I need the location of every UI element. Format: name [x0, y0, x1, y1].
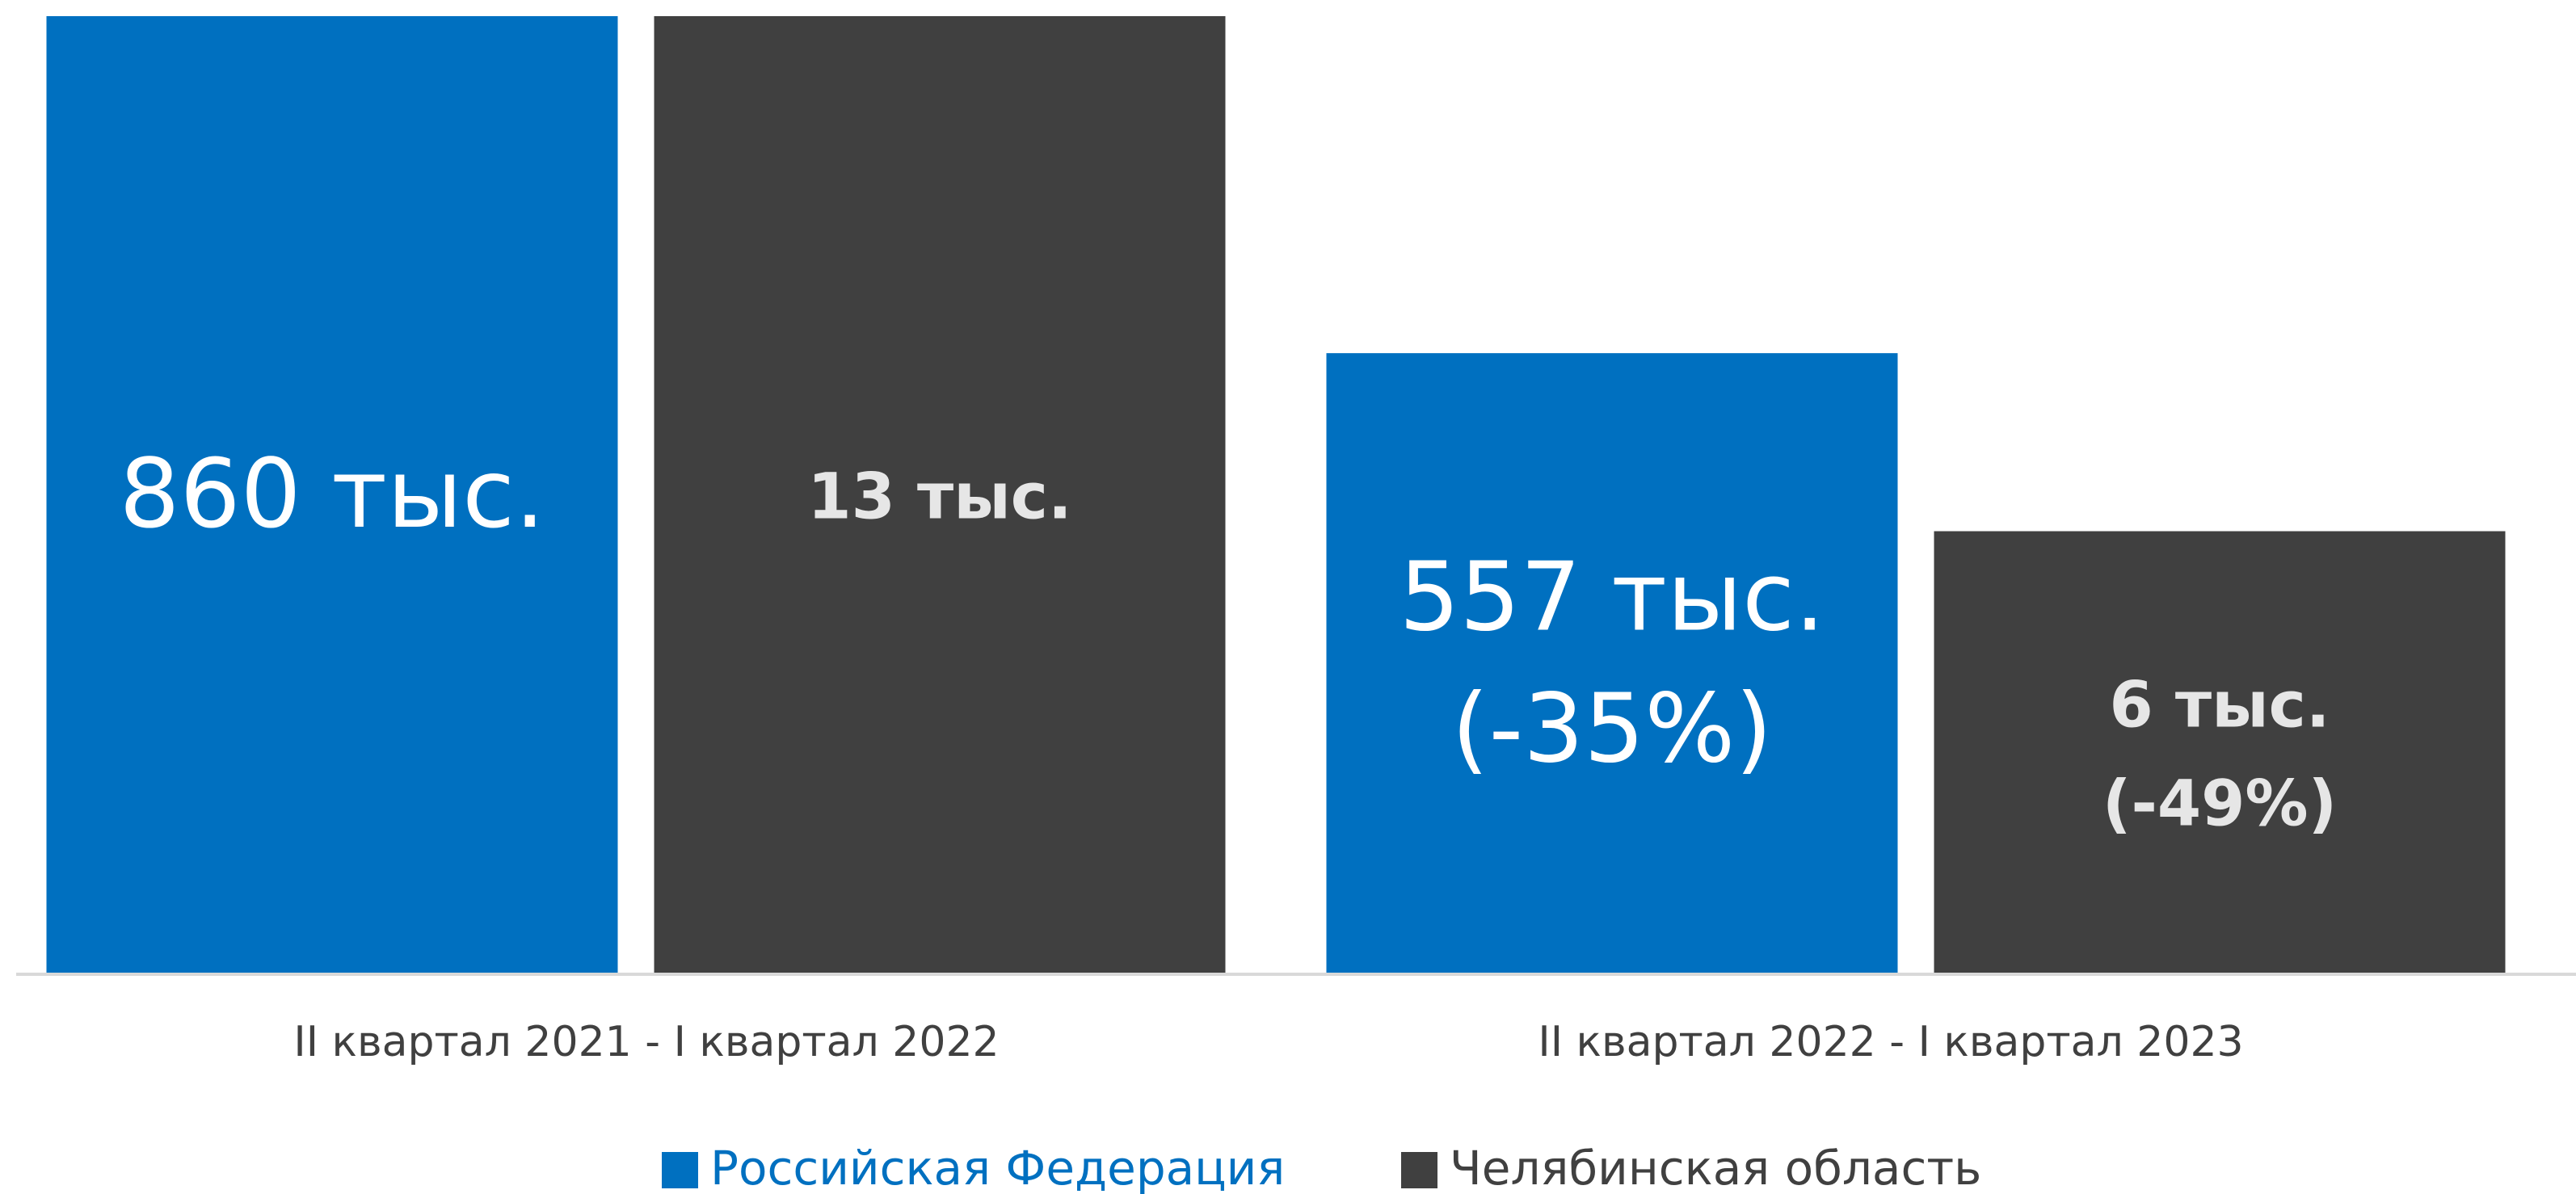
legend-label: Российская Федерация: [710, 1141, 1285, 1194]
bar: [46, 16, 618, 973]
legend-swatch: [662, 1152, 698, 1188]
data-label: (-35%): [1452, 672, 1773, 784]
legend-swatch: [1401, 1152, 1437, 1188]
x-tick-label: II квартал 2021 - I квартал 2022: [293, 1018, 999, 1066]
data-label: 13 тыс.: [807, 460, 1071, 533]
data-label: 6 тыс.: [2109, 669, 2330, 742]
data-label: 557 тыс.: [1399, 540, 1825, 652]
legend-label: Челябинская область: [1450, 1141, 1981, 1194]
data-label: (-49%): [2102, 767, 2337, 840]
data-label: 860 тыс.: [119, 438, 545, 549]
x-tick-label: II квартал 2022 - I квартал 2023: [1538, 1018, 2243, 1066]
bar: [1934, 531, 2506, 973]
bar: [654, 16, 1226, 973]
bar: [1326, 353, 1898, 973]
